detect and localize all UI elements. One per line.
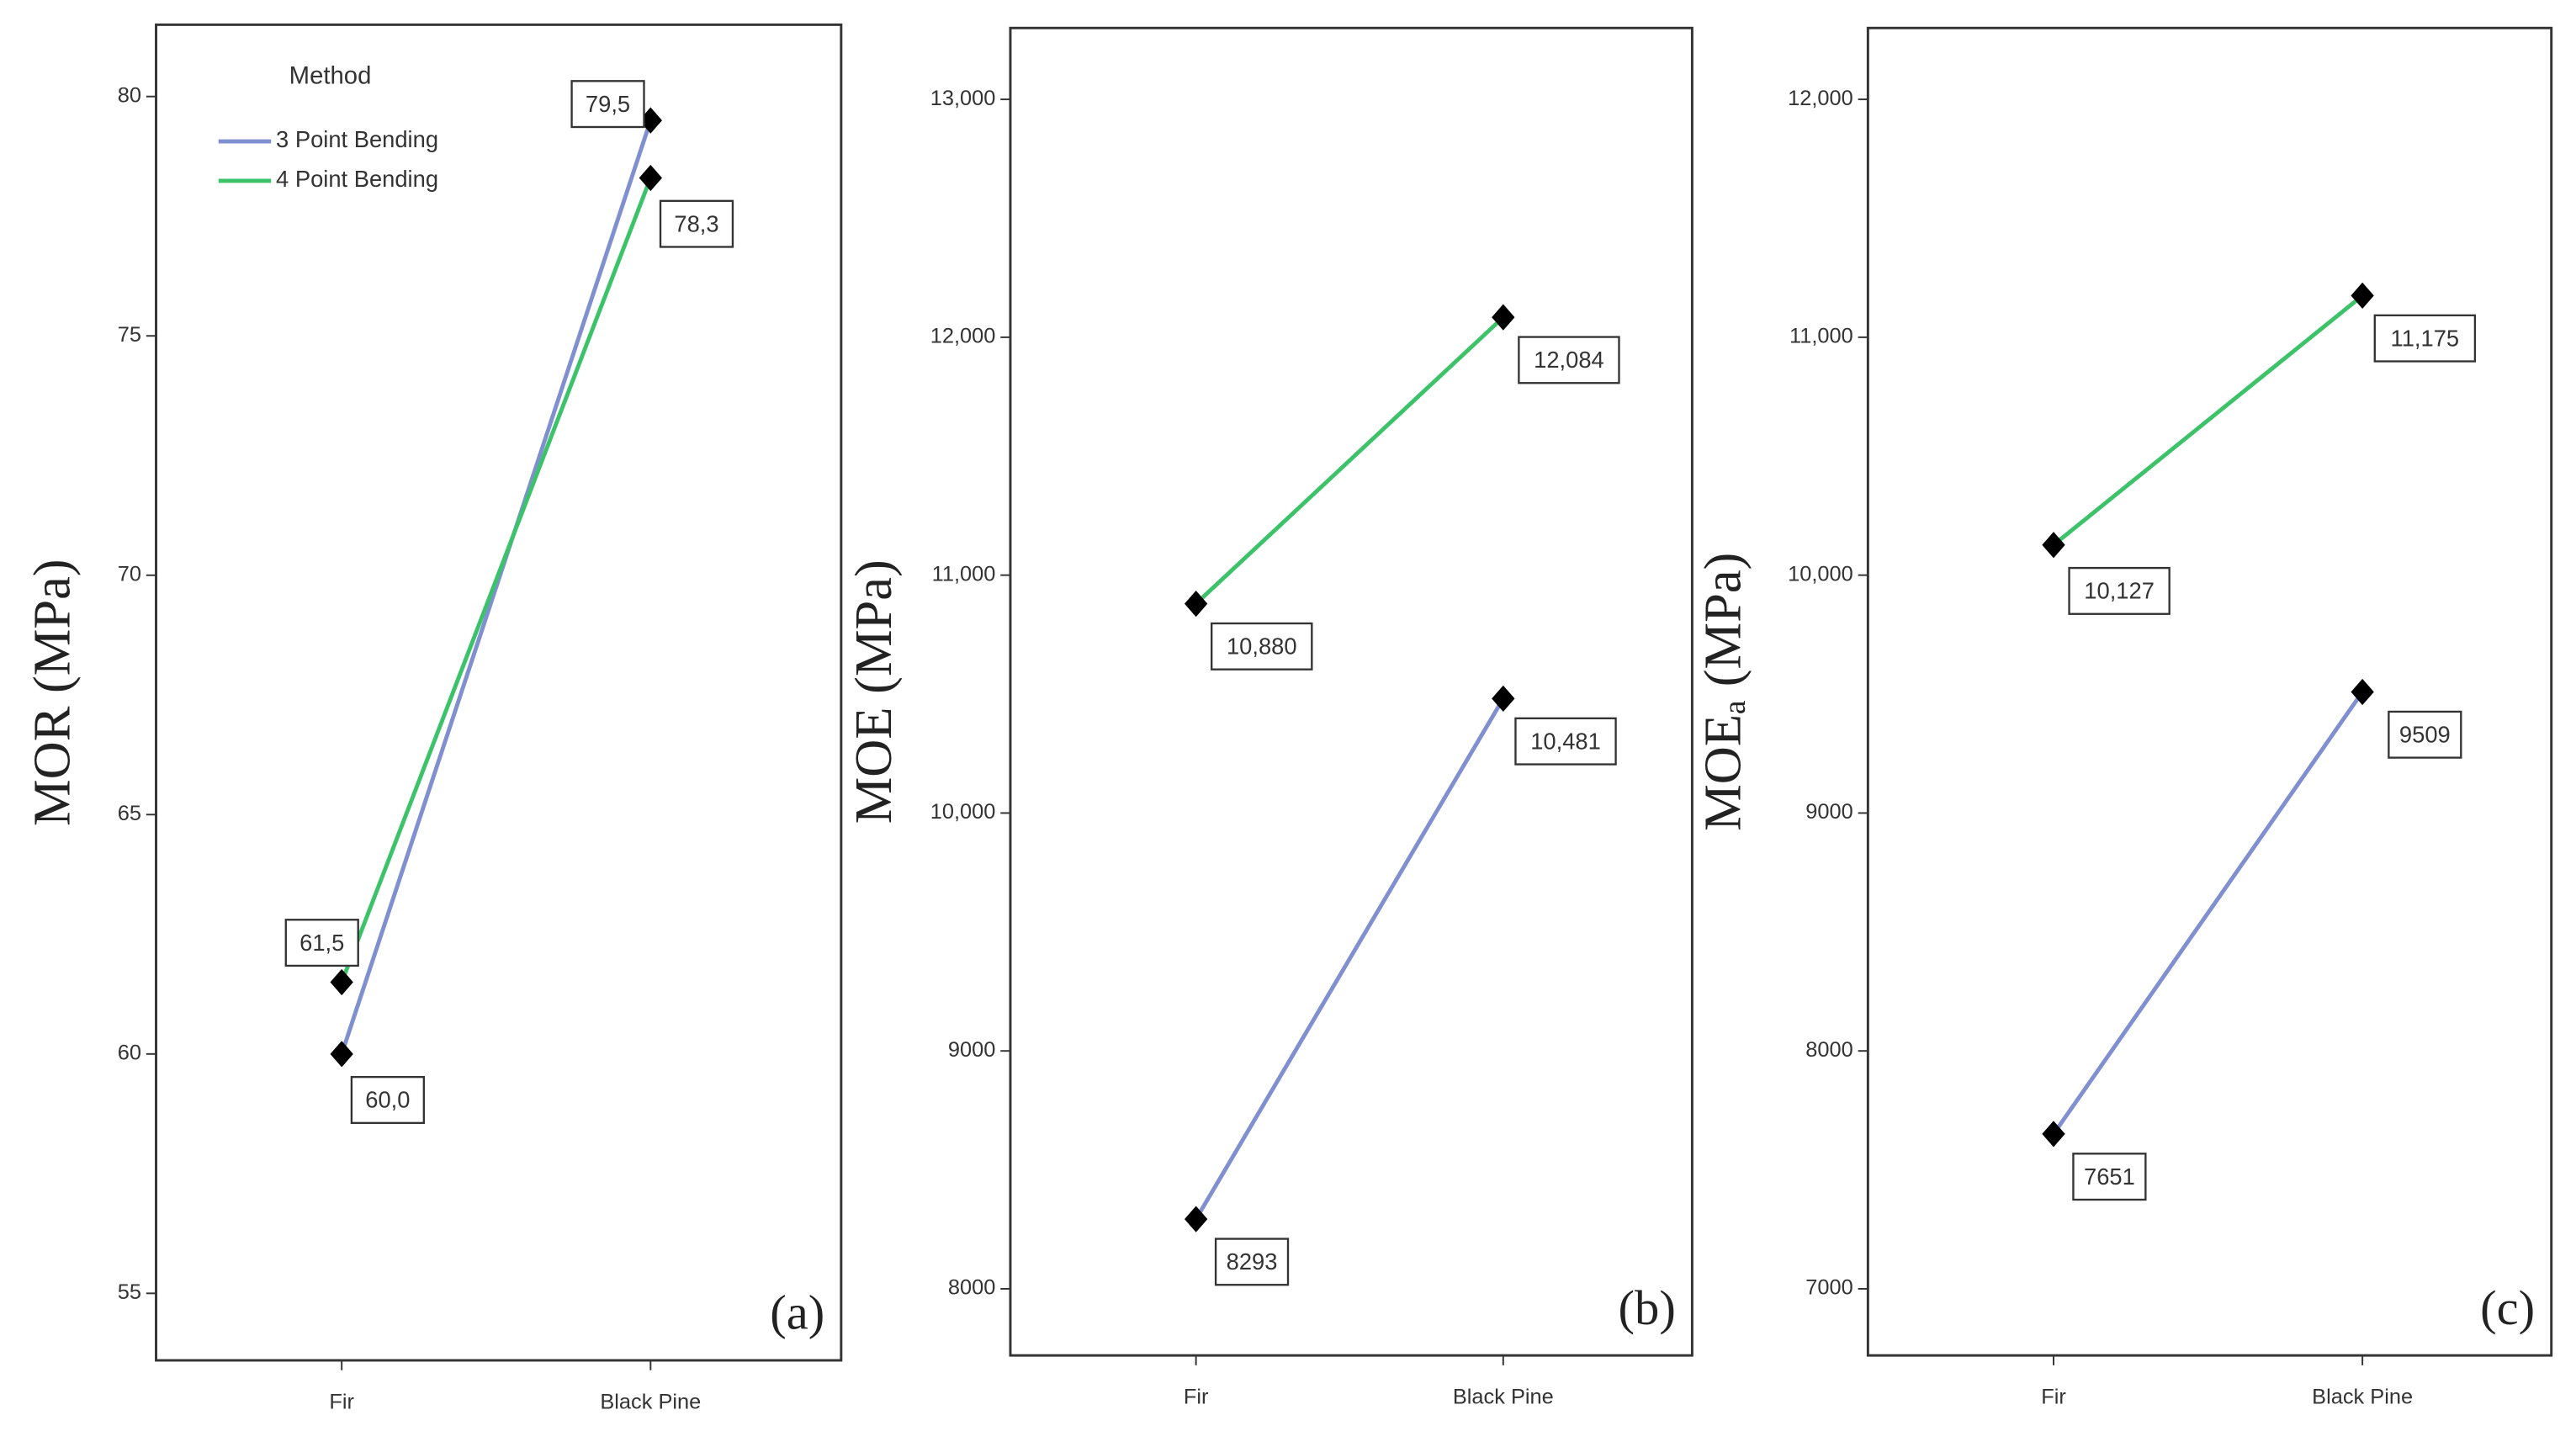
series-line (339, 177, 653, 983)
value-label-box (2068, 566, 2171, 615)
data-marker (1492, 685, 1515, 713)
y-tick-label: 12,000 (930, 325, 996, 348)
data-marker (330, 1041, 353, 1068)
value-label: 60,0 (365, 1087, 410, 1113)
data-marker (2351, 282, 2374, 310)
x-tick-label: Fir (329, 1390, 354, 1413)
x-tick-label: Fir (2041, 1386, 2066, 1409)
plot-frame (1866, 26, 2553, 1357)
value-label-box (659, 199, 734, 248)
data-marker (1492, 304, 1515, 331)
data-marker (330, 968, 353, 996)
data-marker (1184, 1206, 1208, 1232)
x-tick-label: Black Pine (1453, 1386, 1554, 1409)
value-label: 11,175 (2391, 325, 2460, 351)
y-tick-label: 12,000 (1788, 87, 1853, 110)
y-tick-label: 13,000 (930, 87, 996, 110)
legend-label: 4 Point Bending (276, 166, 438, 192)
value-label-box (2388, 710, 2462, 759)
panel-label: (b) (1619, 1280, 1676, 1335)
y-tick-label: 10,000 (1788, 562, 1853, 586)
value-label: 61,5 (299, 930, 344, 956)
value-label: 79,5 (586, 91, 630, 117)
plot-frame (155, 23, 843, 1362)
plot-frame (1009, 26, 1693, 1357)
value-label: 8293 (1227, 1248, 1278, 1275)
series-line (2052, 294, 2364, 547)
x-tick-label: Black Pine (2312, 1386, 2413, 1409)
x-tick-label: Black Pine (600, 1390, 701, 1413)
panel-label: (c) (2480, 1280, 2535, 1335)
y-axis-title: MOEₐ (MPa) (1693, 553, 1752, 831)
value-label: 78,3 (674, 210, 718, 236)
y-tick-label: 11,000 (1789, 325, 1853, 348)
y-tick-label: 8000 (1805, 1038, 1852, 1062)
y-tick-label: 60 (118, 1042, 141, 1065)
y-axis-title: MOR (MPa) (23, 559, 82, 826)
value-label: 12,084 (1534, 347, 1604, 373)
value-label-box (2072, 1153, 2147, 1201)
value-label-box (284, 919, 359, 967)
y-tick-label: 8000 (948, 1276, 995, 1300)
value-label-box (1514, 717, 1617, 766)
value-label: 10,481 (1530, 728, 1601, 754)
y-tick-label: 9000 (1805, 800, 1852, 824)
series-line (2052, 691, 2365, 1136)
y-tick-label: 75 (118, 323, 141, 347)
y-tick-label: 7000 (1805, 1276, 1852, 1300)
y-tick-label: 10,000 (930, 800, 996, 824)
value-label-box (1518, 336, 1620, 384)
y-tick-label: 65 (118, 802, 141, 825)
x-tick-label: Fir (1184, 1386, 1209, 1409)
y-tick-label: 70 (118, 562, 141, 586)
value-label: 7651 (2084, 1163, 2135, 1190)
y-tick-label: 80 (118, 83, 141, 107)
data-marker (1184, 590, 1208, 617)
value-label: 10,880 (1227, 633, 1297, 660)
data-marker (2042, 532, 2065, 559)
value-label-box (350, 1075, 425, 1125)
value-label-box (2373, 314, 2477, 363)
y-axis-title: MOE (MPa) (844, 559, 903, 824)
series-line (1194, 697, 1505, 1221)
value-label-box (1214, 1238, 1290, 1286)
series-line (1194, 315, 1505, 606)
y-tick-label: 9000 (948, 1038, 995, 1062)
value-label: 9509 (2399, 721, 2451, 747)
panel-label: (a) (770, 1285, 824, 1340)
value-label-box (1211, 622, 1313, 670)
value-label: 10,127 (2084, 578, 2155, 604)
value-label-box (570, 80, 645, 129)
data-marker (639, 164, 662, 192)
y-tick-label: 55 (118, 1280, 141, 1304)
legend-label: 3 Point Bending (276, 126, 438, 152)
y-tick-label: 11,000 (932, 562, 996, 586)
series-line (339, 119, 653, 1055)
legend-title: Method (289, 62, 372, 90)
